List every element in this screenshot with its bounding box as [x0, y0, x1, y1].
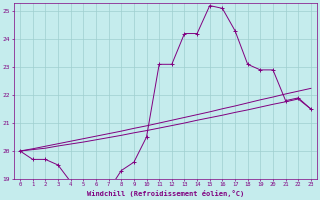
- X-axis label: Windchill (Refroidissement éolien,°C): Windchill (Refroidissement éolien,°C): [87, 190, 244, 197]
